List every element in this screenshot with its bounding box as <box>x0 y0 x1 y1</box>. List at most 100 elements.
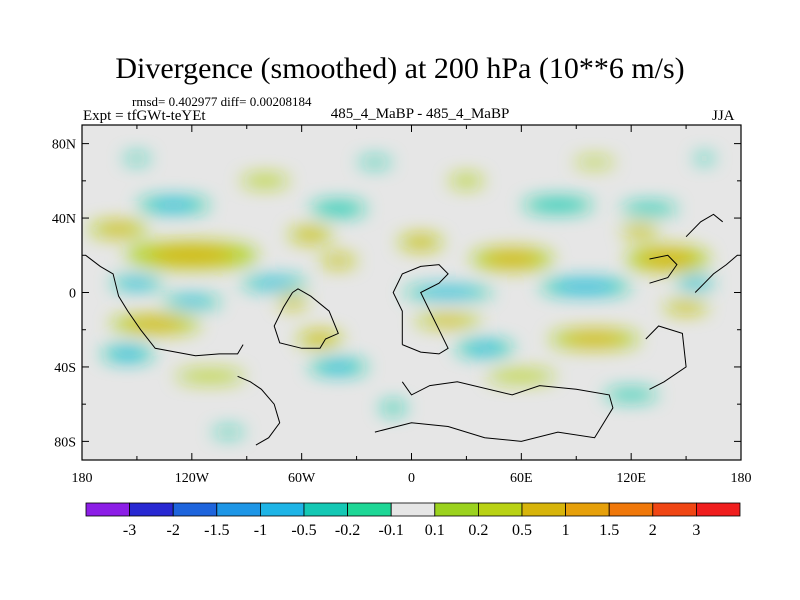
divergence-region <box>683 279 707 287</box>
coastline <box>649 254 678 284</box>
coastline <box>694 254 738 293</box>
divergence-region <box>151 247 233 264</box>
colorbar-swatch <box>216 502 261 517</box>
divergence-region <box>283 298 302 306</box>
divergence-region <box>565 333 624 345</box>
experiment-label: Expt = tfGWt-teYEt <box>83 108 206 124</box>
colorbar-label: -0.5 <box>291 522 316 539</box>
divergence-region <box>315 202 362 215</box>
divergence-region <box>529 199 587 211</box>
colorbar-label: -2 <box>167 522 180 539</box>
coastline <box>374 381 614 442</box>
divergence-region <box>152 200 195 210</box>
coastline <box>685 213 724 238</box>
x-tick-label: 60E <box>510 471 533 486</box>
colorbar-swatch <box>434 502 479 517</box>
coastline <box>85 254 244 357</box>
chart-title: Divergence (smoothed) at 200 hPa (10**6 … <box>115 52 685 85</box>
divergence-region <box>245 176 285 186</box>
land-outlines <box>85 213 738 446</box>
colorbar-swatch <box>303 502 348 517</box>
x-tick-label: 0 <box>408 471 415 486</box>
y-tick-label: 80S <box>54 435 76 450</box>
colorbar-swatch <box>608 502 654 517</box>
colorbar-label: 0.1 <box>425 522 445 539</box>
divergence-region <box>626 204 673 214</box>
colorbar-label: 3 <box>692 522 700 539</box>
colorbar-swatch <box>259 502 305 517</box>
y-tick-label: 40N <box>52 212 76 227</box>
y-tick-label: 40S <box>54 361 76 376</box>
divergence-region <box>182 371 238 381</box>
coastline <box>273 288 339 349</box>
x-tick-label: 180 <box>731 471 752 486</box>
colorbar-swatch <box>652 502 697 517</box>
coastline <box>237 375 281 446</box>
x-tick-label: 120W <box>175 471 210 486</box>
colorbar-label: -1 <box>254 522 267 539</box>
stats-label: rmsd= 0.402977 diff= 0.00208184 <box>132 94 312 109</box>
colorbar-swatch <box>477 502 523 517</box>
colorbar-swatch <box>85 502 130 517</box>
divergence-region <box>121 279 153 287</box>
colorbar-label: 0.2 <box>468 522 488 539</box>
divergence-region <box>629 227 652 235</box>
divergence-region <box>419 288 478 297</box>
divergence-region <box>321 362 355 372</box>
divergence-region <box>579 159 611 166</box>
colorbar-label: 1 <box>562 522 570 539</box>
colorbar-swatch <box>565 502 610 517</box>
colorbar-swatch <box>696 502 741 517</box>
colorbar-label: -0.1 <box>379 522 404 539</box>
divergence-region <box>253 279 295 287</box>
colorbar-label: -3 <box>123 522 136 539</box>
y-tick-label: 80N <box>52 138 76 153</box>
colorbar-swatch <box>129 502 174 517</box>
season-label: JJA <box>712 108 735 124</box>
colorbar-label: 0.5 <box>512 522 532 539</box>
colorbar-swatch <box>172 502 218 517</box>
divergence-region <box>126 155 148 162</box>
divergence-region <box>407 237 435 247</box>
divergence-region <box>297 230 325 240</box>
divergence-region <box>382 403 404 413</box>
colorbar-label: -0.2 <box>335 522 360 539</box>
divergence-region <box>111 349 144 359</box>
x-tick-label: 120E <box>616 471 646 486</box>
x-tick-label: 180 <box>72 471 93 486</box>
divergence-region <box>326 257 350 265</box>
y-tick-label: 0 <box>69 287 76 302</box>
divergence-region <box>100 224 137 234</box>
divergence-region <box>493 371 549 381</box>
colorbar-label: -1.5 <box>204 522 229 539</box>
divergence-region <box>452 176 481 186</box>
y-axis: 80N 40N 0 40S 80S <box>52 138 741 450</box>
divergence-region <box>485 252 539 266</box>
divergence-region <box>427 316 469 325</box>
divergence-region <box>696 155 713 162</box>
divergence-region <box>216 429 241 435</box>
x-axis: 180 120W 60W 0 60E 120E 180 <box>72 125 752 486</box>
colorbar-swatch <box>347 502 392 517</box>
colorbar-swatch <box>390 502 436 517</box>
divergence-region <box>610 390 652 400</box>
divergence-blobs <box>89 154 715 436</box>
divergence-region <box>175 298 209 306</box>
colorbar-label: 2 <box>649 522 657 539</box>
divergence-region <box>126 318 185 331</box>
divergence-region <box>640 250 696 268</box>
divergence-region <box>468 344 502 353</box>
divergence-field <box>89 154 715 436</box>
colorbar: -3 -2 -1.5 -1 -0.5 -0.2 -0.1 0.1 0.2 0.5 1 1.5 2 3 <box>85 502 741 539</box>
colorbar-swatch <box>521 502 566 517</box>
x-tick-label: 60W <box>288 471 316 486</box>
case-label: 485_4_MaBP - 485_4_MaBP <box>330 106 510 122</box>
divergence-region <box>361 159 388 166</box>
divergence-region <box>305 334 335 344</box>
colorbar-label: 1.5 <box>599 522 619 539</box>
coastline <box>645 325 687 390</box>
coastline <box>392 264 449 355</box>
divergence-region <box>672 303 700 312</box>
divergence-region <box>555 281 616 293</box>
